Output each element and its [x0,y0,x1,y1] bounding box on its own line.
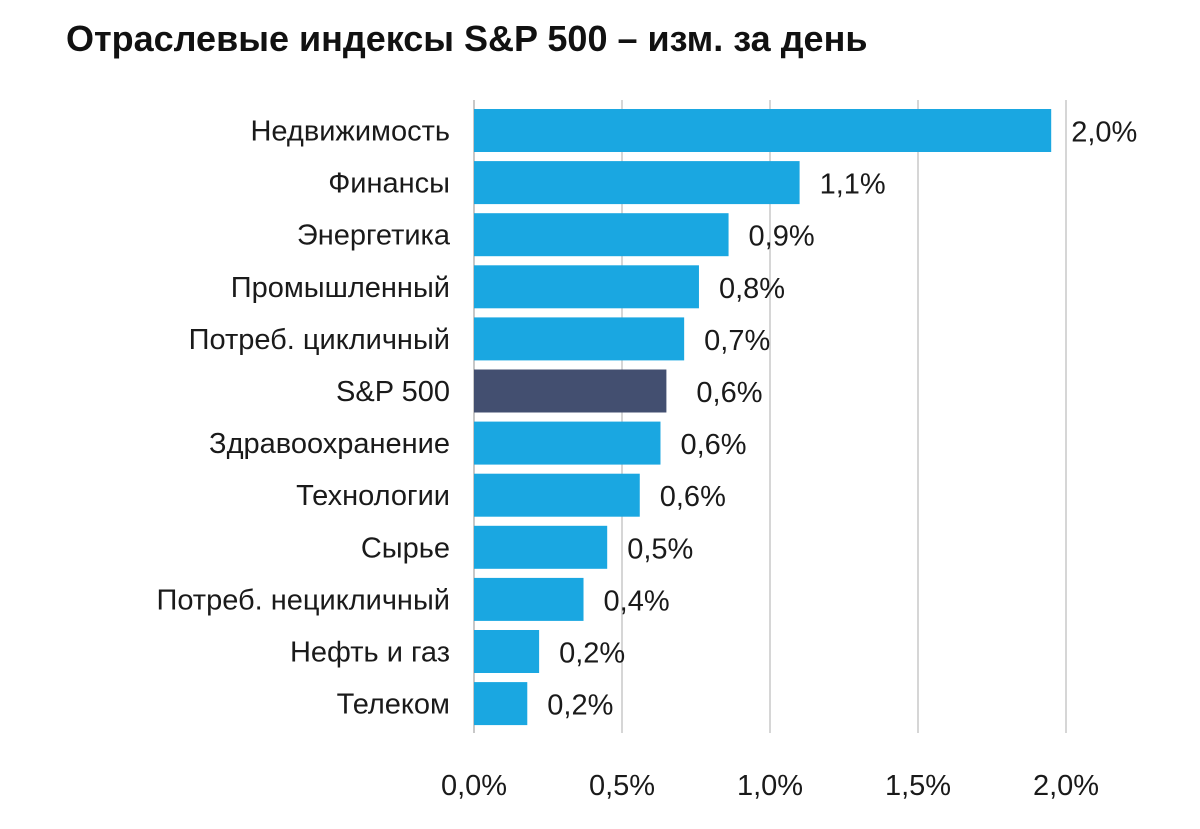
bar-5 [474,369,667,413]
x-tick-label-3: 1,5% [885,770,951,802]
value-label-3: 0,8% [719,273,785,305]
value-labels: 2,0% 1,1%0,9% 0,8% 0,7% 0,6% 0,6% 0,6% 0,5% 0,4%… [547,117,1137,722]
category-label-8: Сырье [361,532,450,564]
category-labels: Недвижимость Финансы Энергетика Промышленны… [156,116,450,721]
value-label-4: 0,7% [704,325,770,357]
category-label-5: S&P 500 [336,376,450,408]
bar-9 [474,577,584,621]
gridlines [473,100,1067,733]
value-label-0: 2,0% [1071,117,1137,149]
category-label-11: Телеком [337,689,450,721]
chart-title: Отраслевые индексы S&P 500 – изм. за ден… [66,18,868,59]
bar-10 [474,630,540,673]
category-label-9: Потреб. нецикличный [156,584,450,616]
bar-2 [474,213,729,257]
category-label-6: Здравоохранение [209,428,450,460]
category-label-2: Энергетика [297,220,451,252]
x-tick-label-1: 0,5% [589,770,655,802]
value-label-9: 0,4% [604,585,670,617]
x-tick-label-2: 1,0% [737,770,803,802]
category-label-4: Потреб. цикличный [189,324,450,356]
category-label-0: Недвижимость [250,116,450,148]
x-tick-labels: 0,0% 0,5% 1,0% 1,5% 2,0% [441,770,1099,802]
bar-6 [474,421,661,465]
value-label-6: 0,6% [680,429,746,461]
value-label-11: 0,2% [547,690,613,722]
category-label-1: Финансы [328,168,450,200]
value-label-5: 0,6% [696,377,762,409]
bar-1 [474,161,800,205]
bars [474,109,1052,726]
bar-7 [474,473,640,517]
category-label-7: Технологии [296,480,450,512]
x-tick-label-0: 0,0% [441,770,507,802]
category-label-10: Нефть и газ [290,637,450,669]
bar-4 [474,317,685,361]
value-label-10: 0,2% [559,638,625,670]
bar-11 [474,682,528,726]
category-label-3: Промышленный [231,272,450,304]
value-label-7: 0,6% [660,481,726,513]
x-tick-label-4: 2,0% [1033,770,1099,802]
bar-3 [474,265,699,309]
value-label-2: 0,9% [749,221,815,253]
bar-8 [474,525,608,569]
bar-0 [474,109,1052,152]
value-label-1: 1,1% [820,169,886,201]
value-label-8: 0,5% [627,533,693,565]
